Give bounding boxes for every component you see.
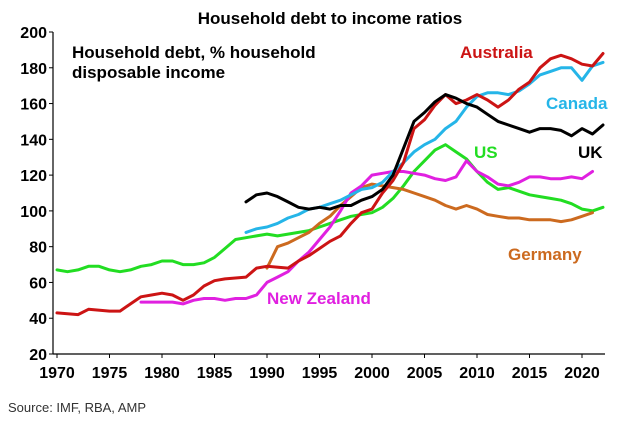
series-label-canada: Canada bbox=[546, 94, 608, 113]
x-tick-label: 2020 bbox=[564, 365, 600, 382]
chart: Household debt to income ratios Househol… bbox=[20, 9, 608, 382]
series-label-new-zealand: New Zealand bbox=[267, 289, 371, 308]
x-tick-label: 2005 bbox=[407, 365, 443, 382]
x-tick-label: 2010 bbox=[459, 365, 495, 382]
y-tick-label: 60 bbox=[29, 275, 47, 292]
series-label-uk: UK bbox=[578, 143, 603, 162]
y-tick-label: 160 bbox=[20, 97, 47, 114]
x-tick-label: 1985 bbox=[197, 365, 233, 382]
series-label-germany: Germany bbox=[508, 245, 582, 264]
axes: 20 40 60 80 100 120 140 160 180 200 1970 1975 1980 19… bbox=[20, 25, 605, 382]
chart-subtitle-line-1: Household debt, % household bbox=[72, 43, 316, 62]
series-labels: Australia Canada UK US Germany New Zealand bbox=[267, 43, 608, 308]
series-label-australia: Australia bbox=[460, 43, 533, 62]
x-tick-label: 1995 bbox=[302, 365, 338, 382]
series-line-uk bbox=[244, 93, 605, 211]
y-tick-label: 80 bbox=[29, 240, 47, 257]
x-tick-label: 2000 bbox=[354, 365, 390, 382]
series-line-new-zealand bbox=[139, 159, 594, 306]
x-tick-label: 1975 bbox=[92, 365, 128, 382]
series-line-germany bbox=[265, 182, 594, 270]
y-tick-label: 20 bbox=[29, 347, 47, 364]
series-line-us bbox=[55, 143, 605, 274]
series-lines bbox=[55, 52, 605, 317]
y-tick-label: 200 bbox=[20, 25, 47, 42]
y-tick-label: 180 bbox=[20, 61, 47, 78]
series-label-us: US bbox=[474, 143, 498, 162]
series-line-canada bbox=[244, 60, 605, 234]
y-tick-label: 120 bbox=[20, 168, 47, 185]
y-tick-label: 40 bbox=[29, 311, 47, 328]
y-tick-label: 140 bbox=[20, 132, 47, 149]
source-note: Source: IMF, RBA, AMP bbox=[8, 400, 146, 415]
chart-title: Household debt to income ratios bbox=[198, 9, 462, 28]
x-tick-label: 1980 bbox=[144, 365, 180, 382]
chart-subtitle-line-2: disposable income bbox=[72, 63, 225, 82]
x-tick-label: 1990 bbox=[249, 365, 285, 382]
y-tick-label: 100 bbox=[20, 204, 47, 221]
x-tick-label: 2015 bbox=[512, 365, 548, 382]
x-tick-label: 1970 bbox=[39, 365, 75, 382]
series-line-australia bbox=[55, 52, 605, 317]
